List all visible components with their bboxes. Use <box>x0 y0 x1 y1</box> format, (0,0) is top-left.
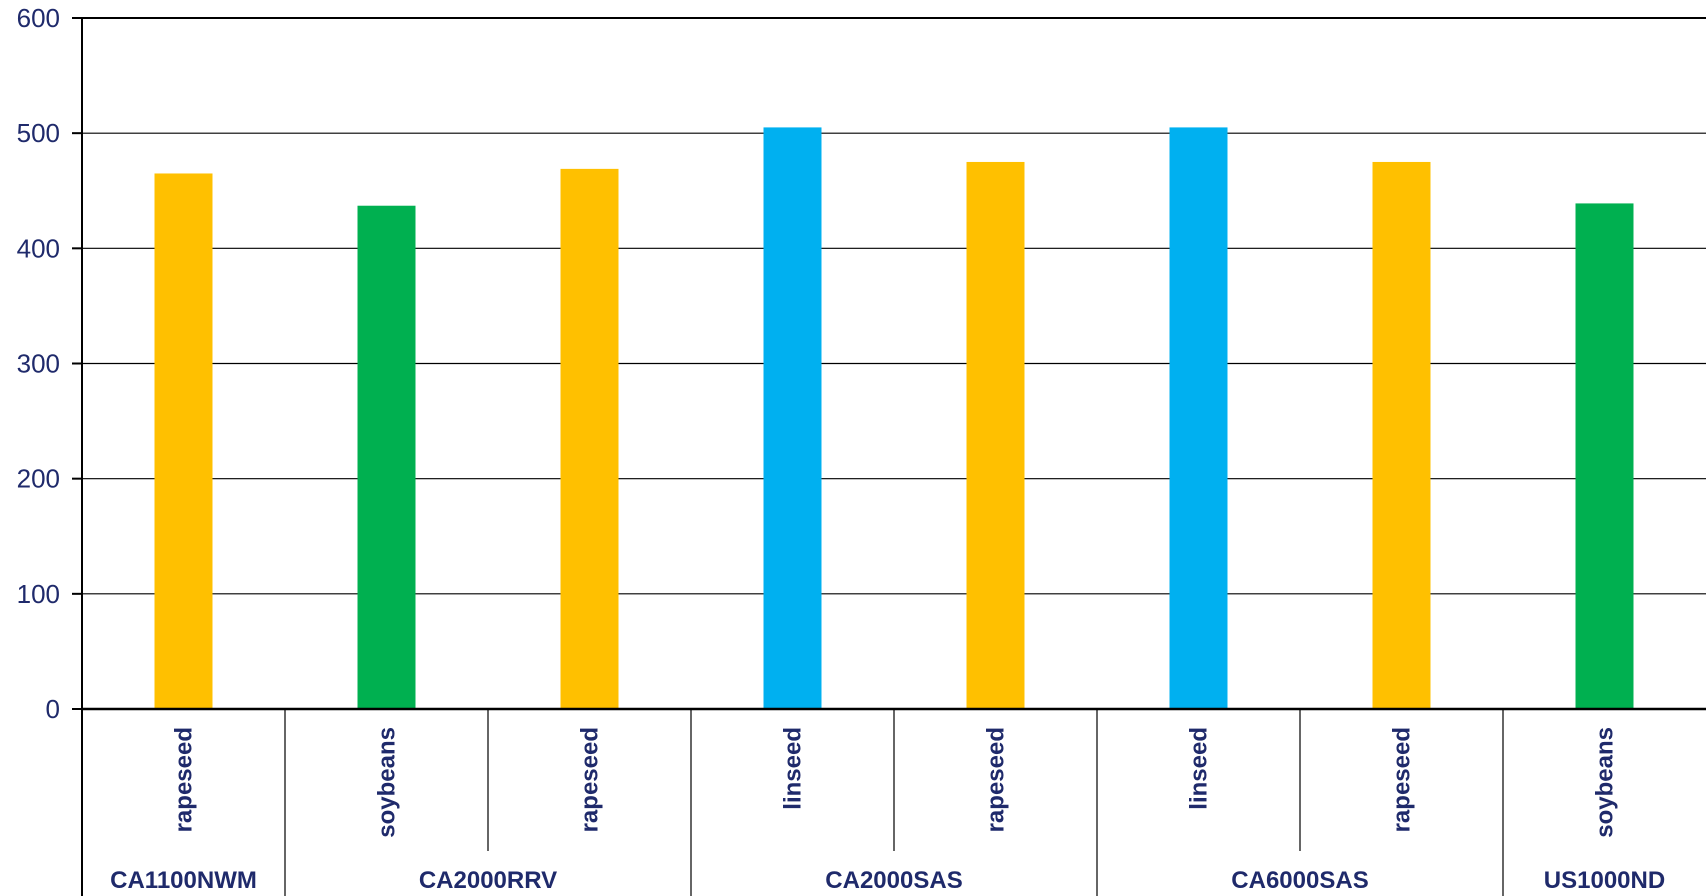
bars <box>154 127 1634 710</box>
x-category-label: linseed <box>1186 727 1213 810</box>
y-tick-label: 600 <box>17 3 60 33</box>
bar-rapeseed <box>966 161 1025 710</box>
y-tick-label: 500 <box>17 118 60 148</box>
y-tick-label: 400 <box>17 233 60 263</box>
bar-linseed <box>1169 127 1228 710</box>
bar-rapeseed <box>1372 161 1431 710</box>
x-group-label: CA2000SAS <box>825 867 962 894</box>
x-category-label: soybeans <box>1592 727 1619 838</box>
bar-rapeseed <box>154 173 213 710</box>
y-tick-label: 300 <box>17 349 60 379</box>
y-tick-label: 200 <box>17 464 60 494</box>
x-group-label: CA1100NWM <box>110 867 257 894</box>
x-category-label: rapeseed <box>577 727 604 832</box>
x-category-label: rapeseed <box>1389 727 1416 832</box>
x-category-label: rapeseed <box>171 727 198 832</box>
gridlines <box>82 17 1706 595</box>
x-axis: rapeseed soybeans rapeseed linseed rapeseed l… <box>82 707 1706 896</box>
bar-linseed <box>763 127 822 710</box>
bar-rapeseed <box>560 168 619 709</box>
x-category-label: linseed <box>780 727 807 810</box>
y-tick-label: 100 <box>17 579 60 609</box>
x-category-label: soybeans <box>374 727 401 838</box>
y-axis: 0 100 200 300 400 500 600 <box>17 3 83 896</box>
bar-soybeans <box>1575 203 1634 709</box>
x-group-label: US1000ND <box>1544 867 1665 894</box>
bar-soybeans <box>357 205 416 709</box>
y-tick-label: 0 <box>46 694 60 724</box>
x-group-label: CA6000SAS <box>1231 867 1368 894</box>
x-group-label: CA2000RRV <box>419 867 557 894</box>
x-category-label: rapeseed <box>983 727 1010 832</box>
